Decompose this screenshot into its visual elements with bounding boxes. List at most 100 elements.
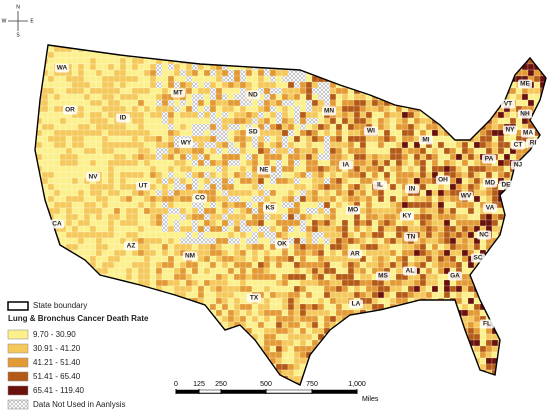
county-cell <box>383 339 391 347</box>
county-cell <box>269 315 277 323</box>
county-cell <box>509 231 517 239</box>
county-cell <box>425 225 433 233</box>
county-cell <box>539 135 546 143</box>
county-cell <box>425 99 433 107</box>
county-cell <box>191 165 199 173</box>
county-cell <box>269 273 277 281</box>
county-cell <box>131 75 139 83</box>
county-cell <box>107 57 115 65</box>
county-cell <box>431 243 439 251</box>
county-cell <box>539 195 546 203</box>
county-cell <box>317 195 325 203</box>
county-cell <box>35 87 37 95</box>
county-cell <box>455 177 463 185</box>
county-cell <box>353 225 361 233</box>
county-cell <box>95 237 103 245</box>
county-cell <box>155 237 163 245</box>
county-cell <box>185 345 193 353</box>
county-cell <box>222 136 228 142</box>
county-cell <box>83 375 91 383</box>
county-cell <box>227 339 235 347</box>
county-cell <box>503 255 511 263</box>
county-cell <box>269 345 277 353</box>
county-cell <box>395 279 403 287</box>
county-cell <box>329 291 337 299</box>
county-cell <box>461 75 469 83</box>
county-cell <box>347 363 355 371</box>
county-cell <box>329 309 337 317</box>
county-cell <box>401 333 409 341</box>
county-cell <box>305 279 313 287</box>
county-cell <box>455 135 463 143</box>
county-cell <box>71 285 79 293</box>
county-cell <box>353 123 361 131</box>
county-cell <box>252 118 258 124</box>
county-cell <box>365 105 373 113</box>
county-cell <box>305 93 313 101</box>
county-cell <box>527 189 535 197</box>
county-cell <box>71 219 79 227</box>
county-cell <box>191 351 199 359</box>
county-cell <box>276 112 282 118</box>
county-cell <box>245 357 253 365</box>
county-cell <box>156 148 162 154</box>
county-cell <box>203 129 211 137</box>
county-cell <box>300 76 306 82</box>
county-cell <box>545 183 546 191</box>
county-cell <box>407 363 415 371</box>
county-cell <box>431 195 439 203</box>
county-cell <box>59 255 67 263</box>
county-cell <box>300 124 306 130</box>
county-cell <box>155 141 163 149</box>
county-cell <box>167 45 175 53</box>
county-cell <box>191 69 199 77</box>
county-cell <box>257 243 265 251</box>
county-cell <box>371 327 379 335</box>
county-cell <box>311 99 319 107</box>
county-cell <box>347 339 355 347</box>
county-cell <box>125 69 133 77</box>
county-cell <box>245 381 253 385</box>
county-cell <box>299 357 307 365</box>
county-cell <box>539 315 546 323</box>
county-cell <box>149 375 157 383</box>
county-cell <box>257 303 265 311</box>
county-cell <box>293 339 301 347</box>
county-cell <box>323 231 331 239</box>
county-cell <box>347 81 355 89</box>
county-cell <box>161 45 169 47</box>
county-cell <box>173 333 181 341</box>
county-cell <box>287 279 295 287</box>
county-cell <box>437 303 445 311</box>
county-cell <box>125 261 133 269</box>
county-cell <box>419 297 427 305</box>
county-cell <box>389 285 397 293</box>
county-cell <box>413 87 421 95</box>
county-cell <box>179 51 187 59</box>
county-cell <box>461 273 469 281</box>
county-cell <box>407 177 415 185</box>
county-cell <box>473 135 481 143</box>
county-cell <box>323 171 331 179</box>
county-cell <box>269 213 277 221</box>
county-cell <box>288 58 294 64</box>
county-cell <box>353 63 361 71</box>
county-cell <box>521 333 529 341</box>
county-cell <box>107 147 115 155</box>
county-cell <box>263 195 271 203</box>
county-cell <box>497 93 505 101</box>
county-cell <box>329 315 337 323</box>
county-cell <box>545 249 546 257</box>
county-cell <box>173 171 181 179</box>
county-cell <box>216 136 222 142</box>
county-cell <box>503 279 511 287</box>
county-cell <box>149 75 157 83</box>
county-cell <box>389 153 397 161</box>
county-cell <box>293 135 301 143</box>
county-cell <box>461 147 469 155</box>
county-cell <box>377 45 385 47</box>
county-cell <box>413 111 421 119</box>
county-cell <box>209 99 217 107</box>
county-cell <box>497 171 505 179</box>
county-cell <box>252 232 258 238</box>
